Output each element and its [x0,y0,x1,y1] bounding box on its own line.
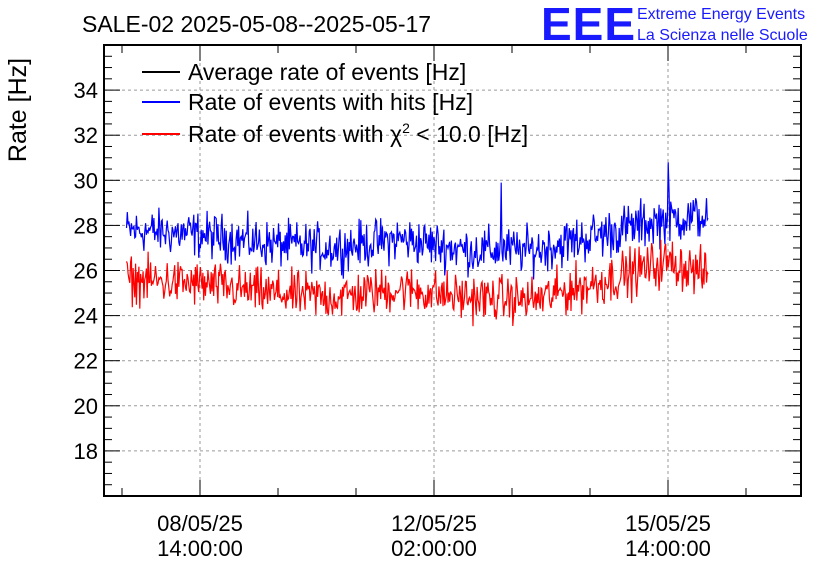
eee-logo-line1: Extreme Energy Events [637,6,805,23]
legend-label-chi2-tail: < 10.0 [Hz] [410,121,528,147]
y-tick-label: 34 [74,78,98,103]
eee-logo: EEE Extreme Energy Events La Scienza nel… [541,0,808,50]
x-ticks: 08/05/2514:00:0012/05/2502:00:0015/05/25… [121,45,747,561]
x-tick-label-date: 12/05/25 [391,511,477,536]
y-tick-label: 24 [74,304,98,329]
series-line-chi2 [125,239,709,327]
legend: Average rate of events [Hz] Rate of even… [142,59,528,147]
x-tick-label-time: 14:00:00 [625,536,711,561]
y-tick-label: 18 [74,439,98,464]
legend-label-chi2: Rate of events with χ2 < 10.0 [Hz] [188,120,528,147]
y-tick-label: 20 [74,394,98,419]
legend-label-average: Average rate of events [Hz] [188,59,466,85]
x-tick-label-time: 02:00:00 [391,536,477,561]
x-tick-label-date: 15/05/25 [625,511,711,536]
chart-title: SALE-02 2025-05-08--2025-05-17 [82,11,431,37]
x-tick-label-date: 08/05/25 [157,511,243,536]
legend-label-hits: Rate of events with hits [Hz] [188,89,473,115]
y-axis-label: Rate [Hz] [4,58,32,162]
x-tick-label-time: 14:00:00 [157,536,243,561]
eee-logo-mark: EEE [541,0,636,50]
y-tick-label: 30 [74,168,98,193]
series-line-hits [125,162,709,280]
legend-label-chi2-main: Rate of events with χ [188,121,402,147]
y-tick-label: 26 [74,259,98,284]
y-tick-label: 28 [74,213,98,238]
series-layer [125,162,709,327]
eee-logo-line2: La Scienza nelle Scuole [637,27,808,44]
y-tick-label: 32 [74,123,98,148]
grid [104,45,801,496]
y-tick-label: 22 [74,349,98,374]
y-ticks: 18 20 22 24 26 28 30 32 34 [74,44,801,497]
legend-label-chi2-sup: 2 [402,120,410,136]
